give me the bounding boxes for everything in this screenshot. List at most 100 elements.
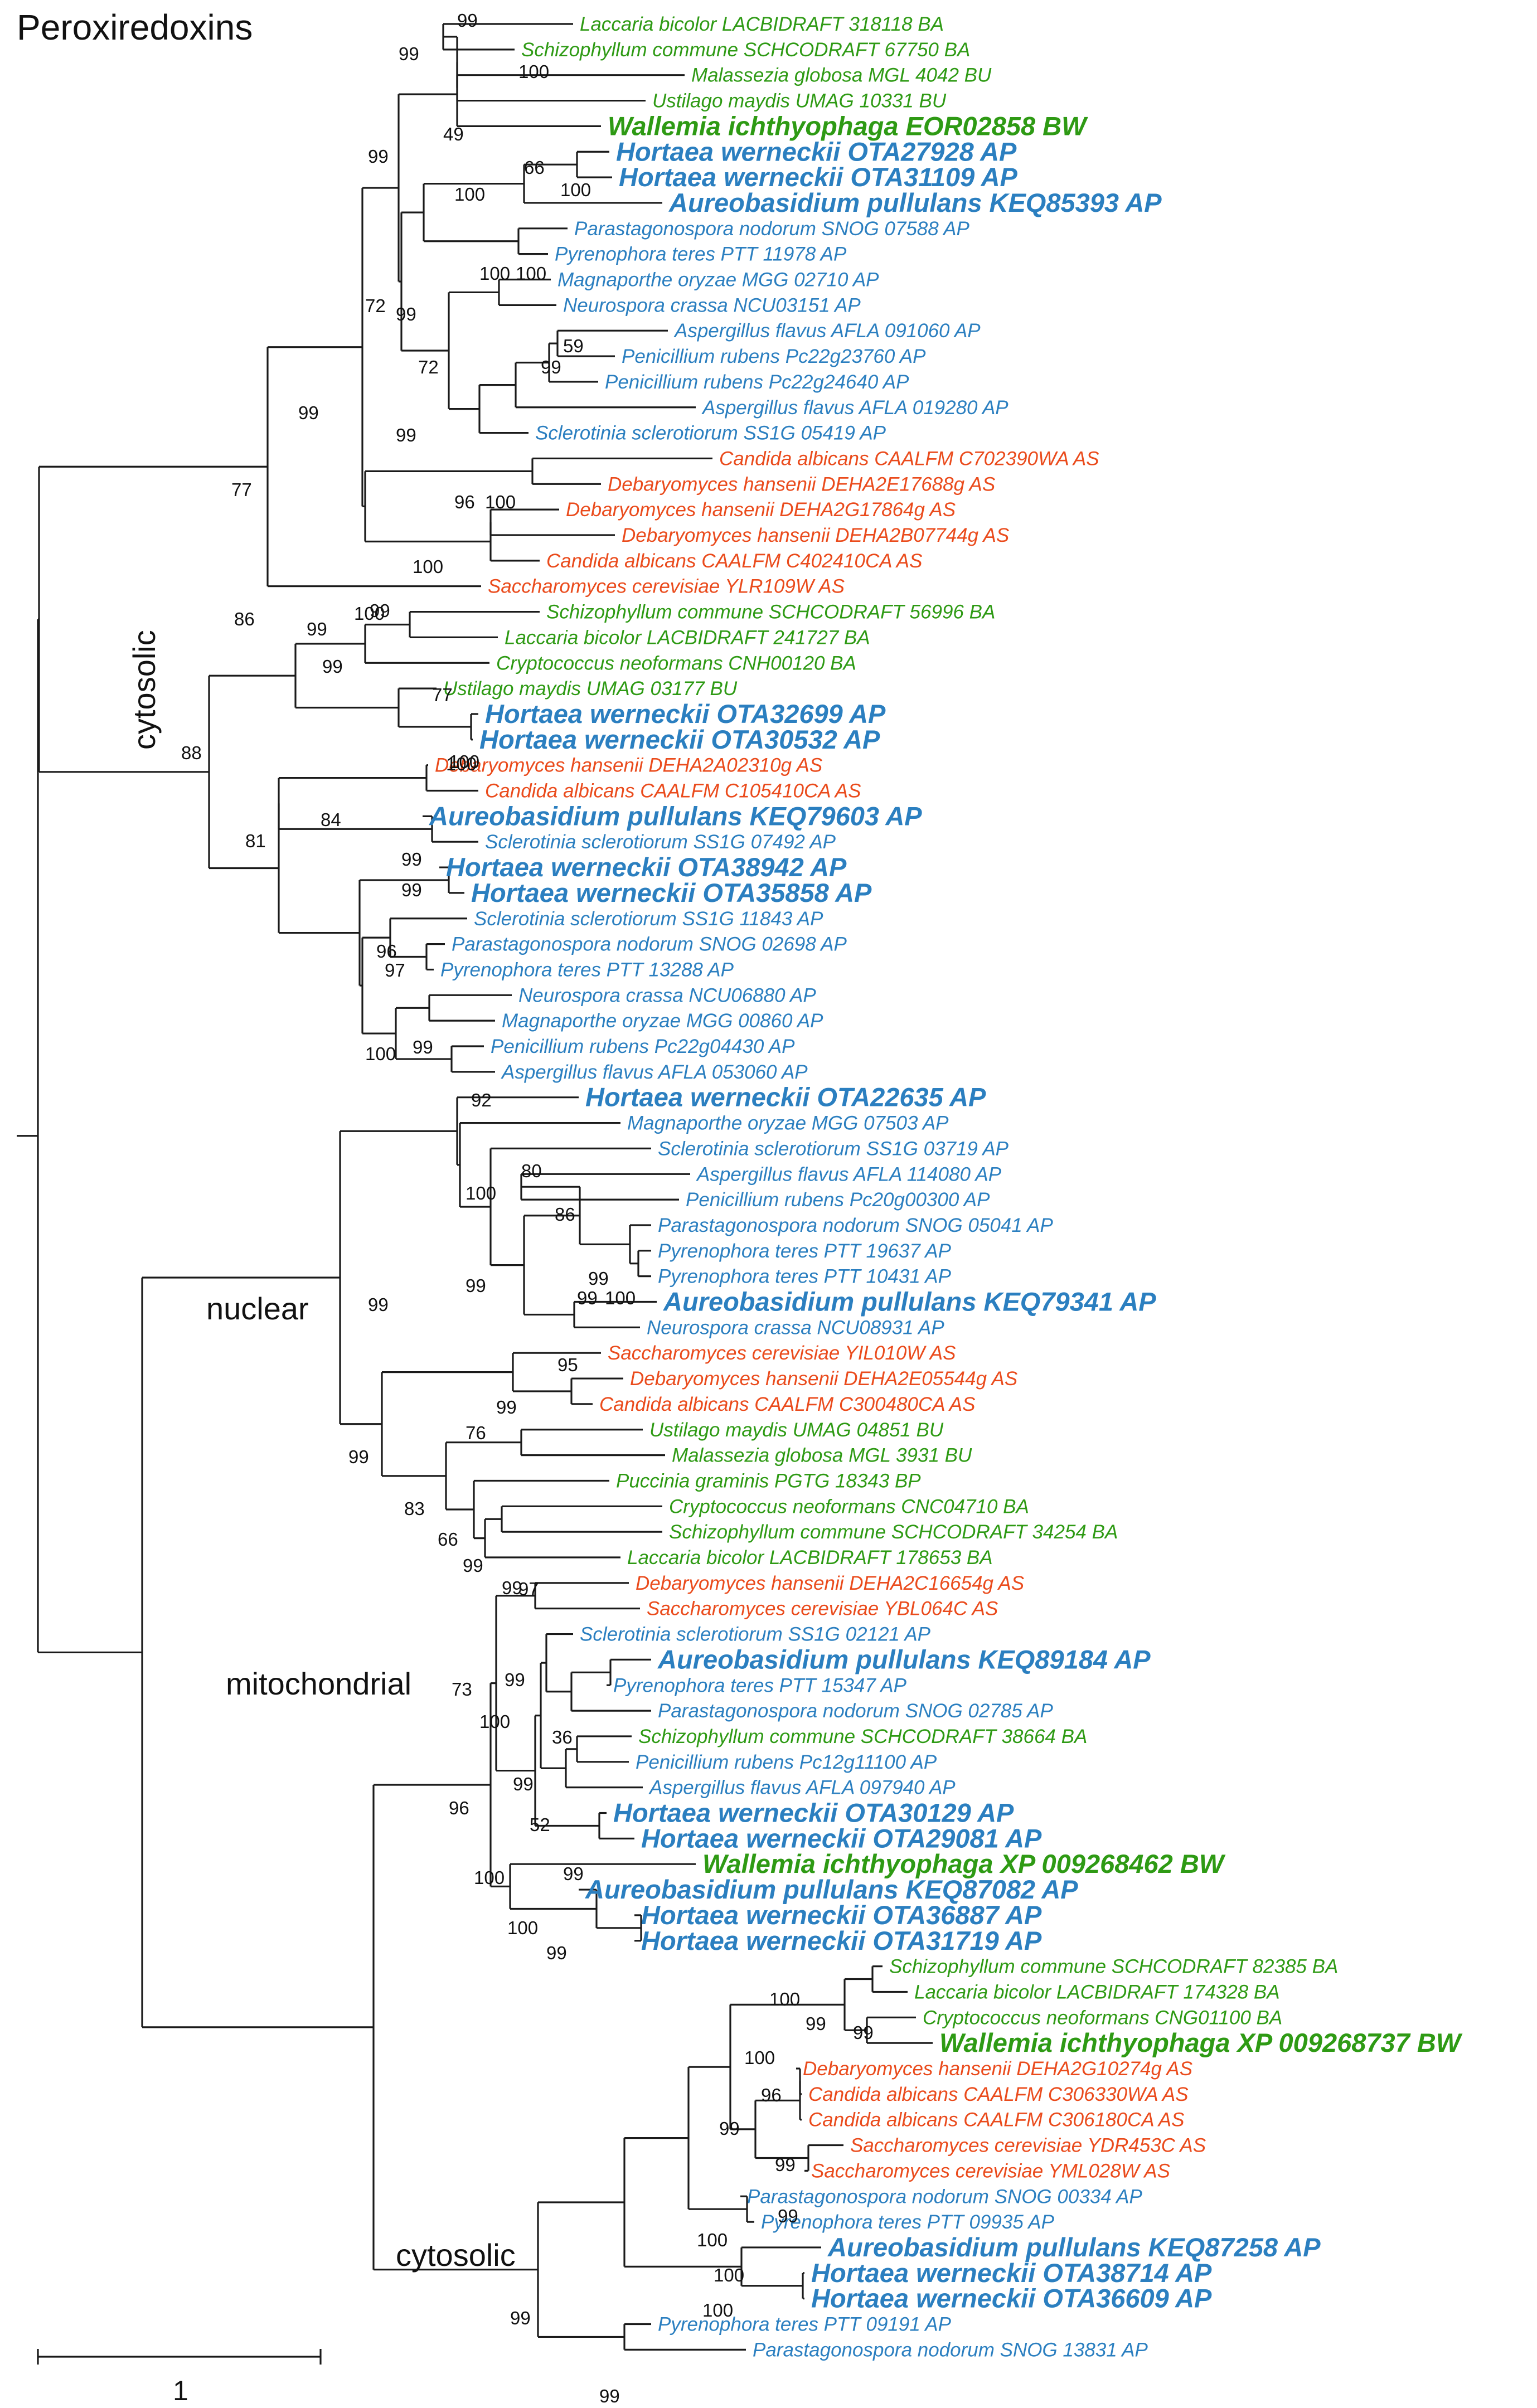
leaf-label: Wallemia ichthyophaga XP 009268737 BW xyxy=(939,2028,1463,2057)
leaf-label: Pyrenophora teres PTT 19637 AP xyxy=(658,1240,952,1262)
bootstrap-label: 99 xyxy=(778,2206,798,2226)
leaf-label: Aureobasidium pullulans KEQ85393 AP xyxy=(668,188,1162,217)
bootstrap-label: 96 xyxy=(454,492,475,512)
leaf-label: Hortaea werneckii OTA35858 AP xyxy=(471,878,872,907)
leaf-label: Hortaea werneckii OTA30129 AP xyxy=(613,1798,1014,1828)
leaf-label: Ustilago maydis UMAG 04851 BU xyxy=(649,1419,944,1441)
leaf-label: Debaryomyces hansenii DEHA2E05544g AS xyxy=(630,1368,1017,1390)
bootstrap-label: 97 xyxy=(385,960,405,980)
leaf-label: Aspergillus flavus AFLA 097940 AP xyxy=(648,1777,956,1799)
leaf-label: Candida albicans CAALFM C300480CA AS xyxy=(599,1394,975,1415)
bootstrap-label: 99 xyxy=(775,2154,796,2175)
bootstrap-label: 99 xyxy=(588,1268,609,1289)
leaf-label: Malassezia globosa MGL 3931 BU xyxy=(672,1445,972,1467)
bootstrap-label: 100 xyxy=(479,1711,510,1732)
leaf-label: Penicillium rubens Pc22g24640 AP xyxy=(605,371,909,393)
bootstrap-label: 100 xyxy=(466,1183,496,1203)
clade-label-nuclear: nuclear xyxy=(206,1291,309,1326)
leaf-labels: Laccaria bicolor LACBIDRAFT 318118 BA Sch… xyxy=(429,13,1463,2361)
leaf-label: Saccharomyces cerevisiae YIL010W AS xyxy=(608,1342,956,1364)
leaf-label: Saccharomyces cerevisiae YLR109W AS xyxy=(488,576,845,598)
leaf-label: Sclerotinia sclerotiorum SS1G 11843 AP xyxy=(474,908,823,930)
bootstrap-label: 99 xyxy=(505,1669,525,1690)
bootstrap-label: 99 xyxy=(546,1943,567,1963)
leaf-label: Parastagonospora nodorum SNOG 13831 AP xyxy=(753,2339,1148,2361)
bootstrap-label: 99 xyxy=(510,2308,531,2328)
bootstrap-label: 99 xyxy=(396,425,416,445)
bootstrap-label: 99 xyxy=(513,1774,534,1794)
bootstrap-label: 100 xyxy=(413,556,443,577)
bootstrap-label: 73 xyxy=(452,1679,472,1700)
leaf-label: Debaryomyces hansenii DEHA2A02310g AS xyxy=(435,755,822,776)
bootstrap-label: 99 xyxy=(307,619,327,639)
leaf-label: Pyrenophora teres PTT 10431 AP xyxy=(658,1266,952,1288)
leaf-label: Malassezia globosa MGL 4042 BU xyxy=(691,65,992,86)
leaf-label: Candida albicans CAALFM C105410CA AS xyxy=(485,780,861,802)
leaf-label: Wallemia ichthyophaga XP 009268462 BW xyxy=(702,1849,1226,1878)
bootstrap-label: 99 xyxy=(719,2118,740,2139)
bootstrap-label: 80 xyxy=(521,1161,542,1181)
leaf-label: Hortaea werneckii OTA29081 AP xyxy=(641,1823,1042,1853)
bootstrap-label: 99 xyxy=(806,2013,826,2034)
leaf-label: Schizophyllum commune SCHCODRAFT 34254 B… xyxy=(669,1521,1118,1543)
leaf-label: Candida albicans CAALFM C306180CA AS xyxy=(808,2109,1184,2131)
bootstrap-label: 100 xyxy=(454,184,485,205)
bootstrap-label: 83 xyxy=(404,1498,425,1519)
bootstrap-label: 100 xyxy=(449,751,479,772)
clade-label-mitochondrial: mitochondrial xyxy=(226,1666,411,1701)
bootstrap-label: 100 xyxy=(744,2047,775,2068)
bootstrap-label: 88 xyxy=(181,742,202,763)
leaf-label: Hortaea werneckii OTA36609 AP xyxy=(811,2284,1212,2313)
bootstrap-label: 52 xyxy=(530,1814,550,1835)
leaf-label: Parastagonospora nodorum SNOG 02785 AP xyxy=(658,1700,1054,1722)
bootstrap-label: 99 xyxy=(599,2386,620,2406)
leaf-label: Debaryomyces hansenii DEHA2G17864g AS xyxy=(566,499,956,521)
leaf-label: Cryptococcus neoformans CNH00120 BA xyxy=(496,652,856,674)
bootstrap-label: 100 xyxy=(446,754,477,774)
leaf-label: Neurospora crassa NCU03151 AP xyxy=(563,294,861,316)
bootstrap-label: 96 xyxy=(449,1798,469,1818)
leaf-label: Puccinia graminis PGTG 18343 BP xyxy=(616,1470,921,1492)
bootstrap-label: 100 xyxy=(354,603,385,624)
leaf-label: Cryptococcus neoformans CNC04710 BA xyxy=(669,1496,1029,1517)
bootstrap-label: 99 xyxy=(541,357,561,377)
leaf-label: Sclerotinia sclerotiorum SS1G 05419 AP xyxy=(535,423,886,444)
bootstrap-label: 36 xyxy=(552,1727,573,1747)
bootstrap-label: 99 xyxy=(577,1288,598,1308)
bootstrap-label: 100 xyxy=(474,1867,505,1888)
leaf-label: Debaryomyces hansenii DEHA2B07744g AS xyxy=(622,525,1009,546)
bootstrap-label: 99 xyxy=(853,2022,874,2043)
bootstrap-label: 59 xyxy=(563,336,584,356)
leaf-label: Sclerotinia sclerotiorum SS1G 03719 AP xyxy=(658,1138,1009,1159)
leaf-label: Saccharomyces cerevisiae YBL064C AS xyxy=(647,1598,998,1620)
leaf-label: Hortaea werneckii OTA30532 AP xyxy=(479,725,880,754)
bootstrap-label: 99 xyxy=(322,656,343,677)
bootstrap-label: 100 xyxy=(507,1917,538,1938)
bootstrap-label: 100 xyxy=(479,263,510,284)
leaf-label: Saccharomyces cerevisiae YML028W AS xyxy=(811,2160,1170,2182)
leaf-label: Neurospora crassa NCU08931 AP xyxy=(647,1317,944,1338)
leaf-label: Penicillium rubens Pc12g11100 AP xyxy=(636,1751,937,1773)
leaf-label: Aspergillus flavus AFLA 019280 AP xyxy=(701,397,1008,419)
leaf-label: Aspergillus flavus AFLA 114080 AP xyxy=(696,1163,1002,1185)
leaf-label: Aureobasidium pullulans KEQ79603 AP xyxy=(429,801,922,831)
bootstrap-label: 96 xyxy=(761,2085,782,2105)
leaf-label: Aureobasidium pullulans KEQ89184 AP xyxy=(657,1644,1151,1674)
bootstrap-label: 95 xyxy=(557,1355,578,1375)
leaf-label: Hortaea werneckii OTA36887 AP xyxy=(641,1900,1042,1930)
bootstrap-label: 81 xyxy=(245,831,266,851)
leaf-label: Aspergillus flavus AFLA 053060 AP xyxy=(501,1061,808,1083)
leaf-label: Neurospora crassa NCU06880 AP xyxy=(518,984,816,1006)
leaf-label: Laccaria bicolor LACBIDRAFT 174328 BA xyxy=(914,1981,1280,2003)
bootstrap-label: 99 xyxy=(401,880,422,900)
bootstrap-label: 100 xyxy=(518,61,549,82)
bootstrap-label: 66 xyxy=(524,157,545,178)
leaf-label: Schizophyllum commune SCHCODRAFT 67750 B… xyxy=(521,39,970,61)
bootstrap-label: 84 xyxy=(321,809,341,830)
bootstrap-label: 99 xyxy=(348,1446,369,1467)
bootstrap-label: 99 xyxy=(370,600,390,621)
leaf-label: Debaryomyces hansenii DEHA2E17688g AS xyxy=(608,473,995,495)
leaf-label: Aspergillus flavus AFLA 091060 AP xyxy=(673,320,981,342)
